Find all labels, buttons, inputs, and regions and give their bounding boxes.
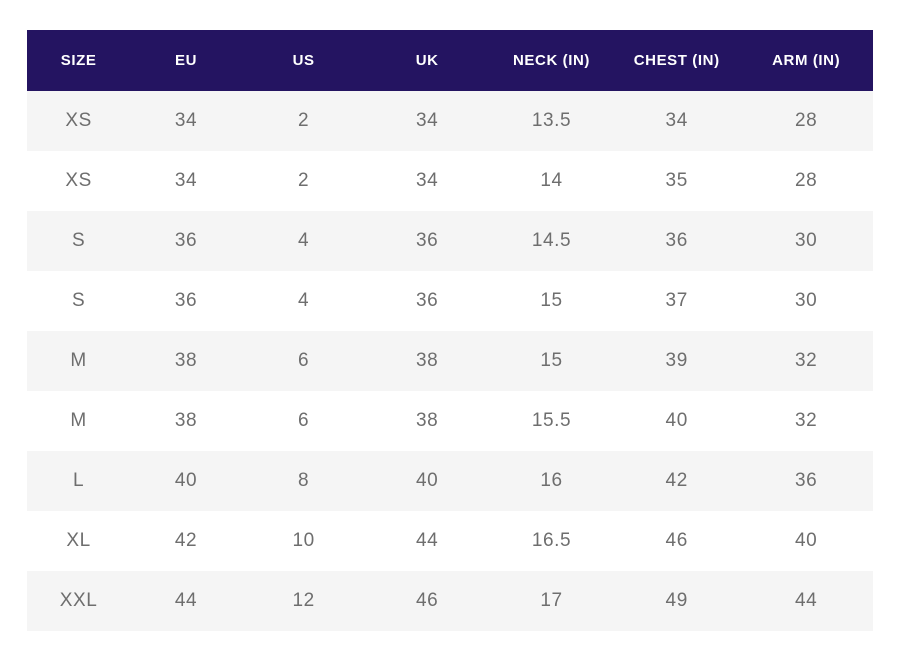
cell-arm: 30 <box>794 230 818 251</box>
table-row: XS 34 2 34 13.5 34 28 <box>27 91 873 151</box>
cell-us: 4 <box>298 290 310 311</box>
cell-arm: 40 <box>794 530 818 551</box>
cell-neck: 14 <box>540 170 563 191</box>
cell-us: 6 <box>298 410 310 431</box>
cell-us: 12 <box>292 590 315 611</box>
cell-chest: 34 <box>665 110 688 131</box>
column-header-uk: UK <box>365 30 489 91</box>
size-chart-table: SIZE EU US UK NECK (IN) CHEST (IN) ARM (… <box>27 30 873 631</box>
cell-us: 6 <box>298 350 310 371</box>
cell-size: S <box>71 290 86 311</box>
cell-us: 2 <box>298 110 310 131</box>
cell-uk: 40 <box>415 470 439 491</box>
cell-eu: 44 <box>174 590 198 611</box>
cell-chest: 39 <box>665 350 688 371</box>
column-header-size: SIZE <box>27 30 131 91</box>
table-row: M 38 6 38 15.5 40 32 <box>27 391 873 451</box>
cell-neck: 15.5 <box>531 410 572 431</box>
cell-uk: 44 <box>415 530 439 551</box>
table-row: S 36 4 36 14.5 36 30 <box>27 211 873 271</box>
cell-uk: 38 <box>415 350 439 371</box>
column-header-chest: CHEST (IN) <box>614 30 740 91</box>
cell-size: XS <box>65 170 92 191</box>
cell-arm: 28 <box>794 170 818 191</box>
cell-arm: 32 <box>794 410 818 431</box>
table-body: XS 34 2 34 13.5 34 28 XS 34 2 34 14 35 2… <box>27 91 873 631</box>
cell-uk: 36 <box>415 290 439 311</box>
cell-arm: 36 <box>794 470 818 491</box>
column-header-eu: EU <box>130 30 242 91</box>
cell-eu: 34 <box>174 110 198 131</box>
cell-neck: 13.5 <box>531 110 572 131</box>
cell-uk: 38 <box>415 410 439 431</box>
cell-arm: 32 <box>794 350 818 371</box>
table-row: L 40 8 40 16 42 36 <box>27 451 873 511</box>
cell-arm: 28 <box>794 110 818 131</box>
cell-arm: 44 <box>794 590 818 611</box>
cell-chest: 37 <box>665 290 688 311</box>
cell-eu: 42 <box>174 530 198 551</box>
cell-arm: 30 <box>794 290 818 311</box>
column-header-neck: NECK (IN) <box>488 30 615 91</box>
table-row: XS 34 2 34 14 35 28 <box>27 151 873 211</box>
cell-uk: 34 <box>415 170 439 191</box>
cell-chest: 46 <box>665 530 688 551</box>
cell-neck: 14.5 <box>531 230 572 251</box>
cell-eu: 34 <box>174 170 198 191</box>
cell-uk: 34 <box>415 110 439 131</box>
cell-eu: 36 <box>174 290 198 311</box>
cell-eu: 38 <box>174 350 198 371</box>
cell-size: XL <box>66 530 91 551</box>
cell-eu: 36 <box>174 230 198 251</box>
table-row: XXL 44 12 46 17 49 44 <box>27 571 873 631</box>
cell-neck: 17 <box>540 590 563 611</box>
cell-uk: 36 <box>415 230 439 251</box>
size-chart-table-container: SIZE EU US UK NECK (IN) CHEST (IN) ARM (… <box>27 30 873 631</box>
cell-us: 2 <box>298 170 310 191</box>
cell-size: XS <box>65 110 92 131</box>
cell-us: 10 <box>292 530 315 551</box>
cell-chest: 42 <box>665 470 688 491</box>
cell-chest: 49 <box>665 590 688 611</box>
table-header: SIZE EU US UK NECK (IN) CHEST (IN) ARM (… <box>27 30 873 91</box>
cell-neck: 16 <box>540 470 563 491</box>
cell-chest: 40 <box>665 410 688 431</box>
table-row: XL 42 10 44 16.5 46 40 <box>27 511 873 571</box>
cell-size: M <box>70 350 87 371</box>
cell-chest: 35 <box>665 170 688 191</box>
table-row: M 38 6 38 15 39 32 <box>27 331 873 391</box>
header-row: SIZE EU US UK NECK (IN) CHEST (IN) ARM (… <box>27 30 873 91</box>
cell-size: M <box>70 410 87 431</box>
cell-us: 8 <box>298 470 310 491</box>
column-header-arm: ARM (IN) <box>739 30 873 91</box>
cell-size: XXL <box>59 590 98 611</box>
cell-eu: 38 <box>174 410 198 431</box>
cell-uk: 46 <box>415 590 439 611</box>
cell-us: 4 <box>298 230 310 251</box>
cell-neck: 15 <box>540 350 563 371</box>
cell-eu: 40 <box>174 470 198 491</box>
cell-chest: 36 <box>665 230 688 251</box>
column-header-us: US <box>241 30 366 91</box>
cell-neck: 15 <box>540 290 563 311</box>
cell-size: S <box>71 230 86 251</box>
cell-neck: 16.5 <box>531 530 572 551</box>
table-row: S 36 4 36 15 37 30 <box>27 271 873 331</box>
cell-size: L <box>73 470 85 491</box>
